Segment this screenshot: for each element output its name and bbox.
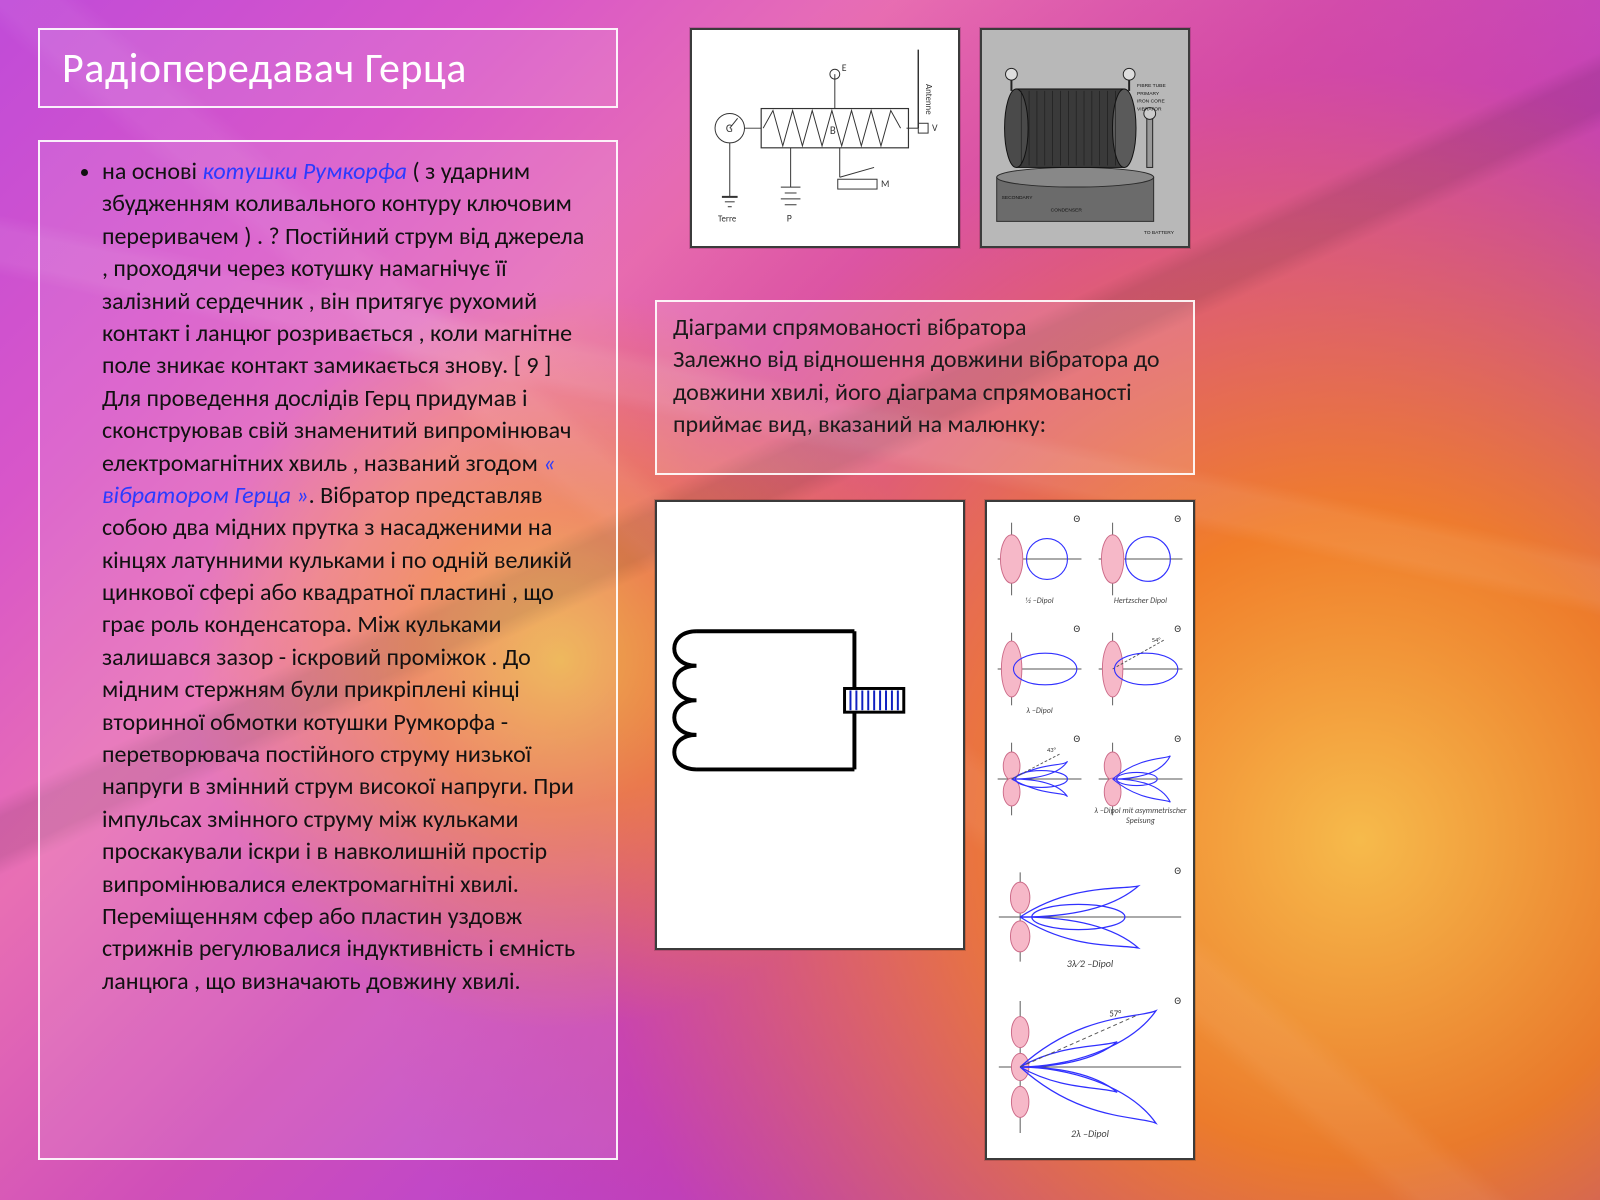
pattern-side-lambda-54: Θ 54° [1094, 620, 1187, 718]
info-text: Діаграми спрямованості вібратора Залежно… [673, 313, 1160, 439]
pattern-side-half-dipole: Θ ½ –Dipol [993, 510, 1086, 608]
label-V: V [932, 122, 938, 134]
label-primary: PRIMARY [1137, 91, 1160, 97]
figure-ruhmkorff-schematic: Antenne V E G Terre B P [690, 28, 960, 248]
pattern-side-3-2-a: Θ 43° [993, 730, 1086, 828]
svg-text:54°: 54° [1152, 636, 1162, 644]
pattern-row-5: Θ 57° 2λ –Dipol [993, 992, 1187, 1142]
label-fibre-tube: FIBRE TUBE [1137, 83, 1166, 89]
label-B: B [830, 124, 836, 137]
pattern-row-2: Θ λ –Dipol Θ 54° [993, 620, 1187, 718]
figure-coil-symbol [655, 500, 965, 950]
label-secondary: SECONDARY [1002, 195, 1034, 201]
pattern-side-2-lambda: Θ 57° 2λ –Dipol [993, 992, 1187, 1142]
label-antenna: Antenne [923, 84, 933, 115]
pattern-row-4: Θ 3λ⁄2 –Dipol [993, 862, 1187, 972]
label-to-battery: TO BATTERY [1144, 230, 1175, 236]
label-vibrator: VIBRATOR [1137, 107, 1162, 113]
body-text-mid2: . Вібратор представляв собою два мідних … [102, 481, 575, 996]
title-card: Радіопередавач Герца [38, 28, 618, 108]
figure-dipole-patterns: Θ ½ –Dipol Θ Hertzscher Dipol Θ [985, 500, 1195, 1160]
pattern-row-3: Θ 43° Θ [993, 730, 1187, 828]
label-M: M [881, 178, 889, 190]
body-text-card: на основі котушки Румкорфа ( з ударним з… [38, 140, 618, 1160]
label-G: G [726, 122, 733, 135]
svg-text:57°: 57° [1109, 1010, 1121, 1020]
slide-title: Радіопередавач Герца [62, 43, 467, 94]
info-card-directivity: Діаграми спрямованості вібратора Залежно… [655, 300, 1195, 475]
pattern-side-lambda: Θ λ –Dipol [993, 620, 1086, 718]
label-iron-core: IRON CORE [1137, 99, 1165, 105]
pattern-side-asym: Θ λ –Dipol mit asymmetrischer Speisung [1094, 730, 1187, 828]
pattern-side-hertz-dipole: Θ Hertzscher Dipol [1094, 510, 1187, 608]
label-ground: Terre [718, 214, 737, 224]
pattern-side-3-2-lambda: Θ 3λ⁄2 –Dipol [993, 862, 1187, 972]
svg-text:43°: 43° [1047, 746, 1057, 754]
label-condenser: CONDENSER [1051, 208, 1083, 214]
body-text-mid1: ( з ударним збудженням коливального конт… [102, 157, 584, 478]
pattern-row-1: Θ ½ –Dipol Θ Hertzscher Dipol [993, 510, 1187, 608]
body-bullet: на основі котушки Румкорфа ( з ударним з… [102, 156, 590, 998]
body-text-prefix: на основі [102, 157, 202, 186]
label-E: E [842, 62, 847, 74]
label-P: P [787, 212, 792, 224]
figure-ruhmkorff-apparatus: FIBRE TUBE PRIMARY IRON CORE VIBRATOR SE… [980, 28, 1190, 248]
term-ruhmkorff-coil: котушки Румкорфа [202, 157, 407, 186]
